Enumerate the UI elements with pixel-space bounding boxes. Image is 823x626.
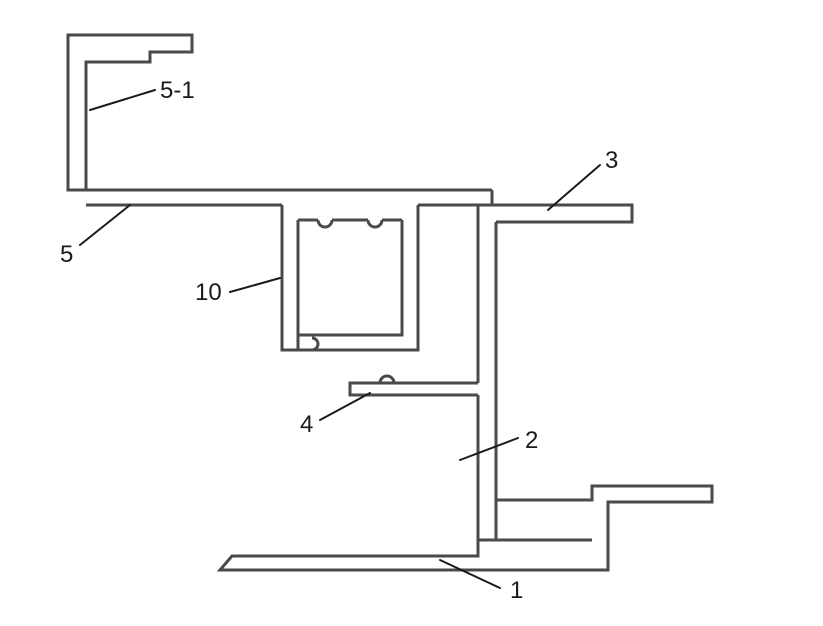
label-1: 1 <box>510 577 523 604</box>
whiteout <box>0 0 823 626</box>
label-3: 3 <box>605 147 618 174</box>
label-5: 5 <box>60 241 73 268</box>
label-2: 2 <box>525 427 538 454</box>
label-5-1: 5-1 <box>160 77 195 104</box>
label-10: 10 <box>195 279 222 306</box>
profile-cross-section <box>0 0 823 626</box>
label-4: 4 <box>300 411 313 438</box>
